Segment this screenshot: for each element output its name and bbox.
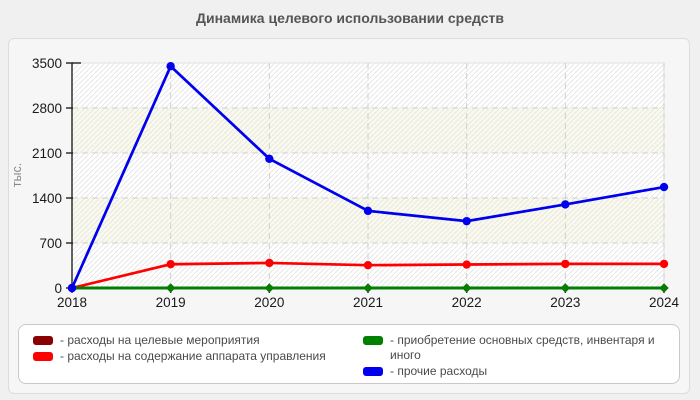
legend-column-left: - расходы на целевые мероприятия - расхо…: [33, 333, 363, 383]
series-swatch-darkred: [33, 336, 53, 345]
svg-text:2021: 2021: [353, 295, 383, 310]
series-swatch-blue: [363, 367, 383, 376]
legend-item-label: - расходы на целевые мероприятия: [60, 333, 260, 347]
legend-item-label: - расходы на содержание аппарата управле…: [60, 349, 326, 363]
legend-item-target-activities: - расходы на целевые мероприятия: [33, 333, 363, 348]
legend-item-label: - приобретение основных средств, инвента…: [390, 333, 655, 362]
svg-text:2024: 2024: [649, 295, 680, 310]
svg-text:тыс.: тыс.: [10, 163, 24, 187]
svg-text:1400: 1400: [32, 191, 62, 206]
svg-text:0: 0: [54, 281, 62, 296]
legend: - расходы на целевые мероприятия - расхо…: [18, 324, 680, 384]
chart-panel: 0 700 1400 2100 2800 3500 2018 2019 2020 2021 2022…: [8, 38, 690, 394]
svg-text:2019: 2019: [156, 295, 186, 310]
legend-column-right: - приобретение основных средств, инвента…: [363, 333, 663, 383]
svg-text:2800: 2800: [32, 101, 62, 116]
svg-text:2100: 2100: [32, 146, 62, 161]
svg-text:2022: 2022: [452, 295, 482, 310]
svg-text:3500: 3500: [32, 56, 62, 71]
svg-text:2023: 2023: [550, 295, 580, 310]
svg-text:2020: 2020: [254, 295, 284, 310]
svg-text:2018: 2018: [57, 295, 87, 310]
svg-text:700: 700: [39, 236, 62, 251]
legend-item-label: - прочие расходы: [390, 364, 488, 378]
line-chart: 0 700 1400 2100 2800 3500 2018 2019 2020 2021 2022…: [10, 56, 680, 310]
series-swatch-green: [363, 336, 383, 345]
series-swatch-red: [33, 352, 53, 361]
legend-item-admin-expenses: - расходы на содержание аппарата управле…: [33, 349, 363, 364]
legend-item-other-expenses: - прочие расходы: [363, 364, 663, 379]
page-title: Динамика целевого использовании средств: [196, 10, 504, 26]
legend-item-fixed-assets: - приобретение основных средств, инвента…: [363, 333, 663, 363]
